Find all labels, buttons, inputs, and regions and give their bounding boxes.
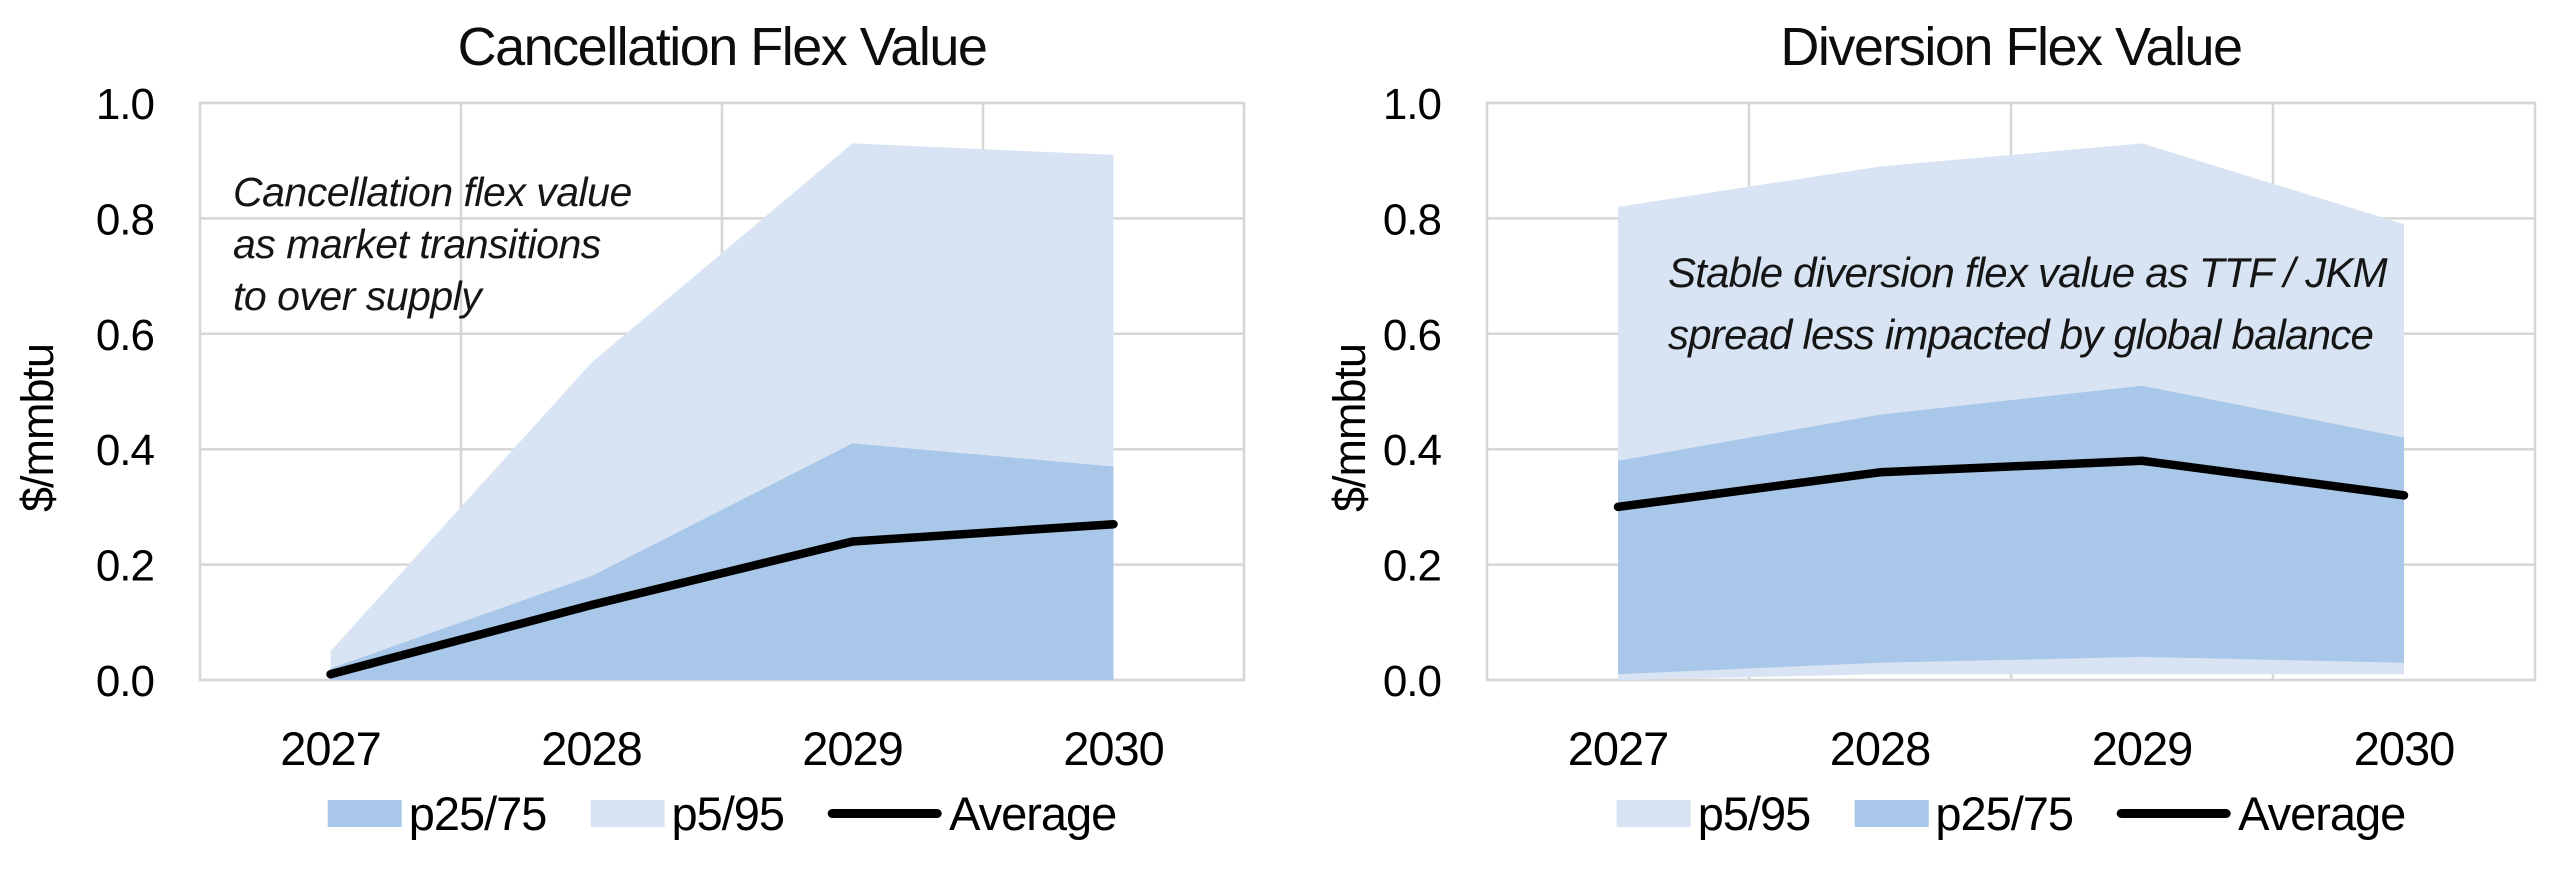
legend-label-average: Average [949, 787, 1117, 840]
average-line [326, 519, 1118, 679]
y-tick-label: 0.8 [96, 195, 154, 244]
legend-item-average: Average [828, 786, 1117, 841]
annotation-diversion: Stable diversion flex value as TTF / JKM… [1668, 242, 2388, 366]
legend-cancellation: p25/75 p5/95 Average [327, 786, 1117, 841]
y-tick-label: 0.6 [1383, 311, 1441, 360]
chart-title-diversion: Diversion Flex Value [1780, 17, 2243, 77]
y-axis-label-left: $/mmbtu [12, 343, 63, 513]
x-tick-label: 2028 [1830, 722, 1931, 775]
legend-line-swatch-average [828, 809, 943, 818]
legend-label-average: Average [2238, 787, 2406, 840]
y-tick-label: 0.2 [96, 542, 154, 591]
legend-label-p25-75: p25/75 [408, 787, 548, 840]
y-tick-label: 0.0 [1383, 657, 1441, 706]
chart-title-cancellation: Cancellation Flex Value [457, 17, 988, 77]
legend-label-p5-95: p5/95 [671, 787, 785, 840]
average-line [1613, 456, 2409, 512]
y-axis-label-right: $/mmbtu [1324, 343, 1375, 513]
y-tick-label: 0.4 [96, 426, 155, 475]
legend-band-swatch-p5-95 [590, 800, 665, 827]
legend-band-swatch-p25-75 [1854, 800, 1929, 827]
annotation-line: spread less impacted by global balance [1668, 311, 2374, 358]
x-tick-label: 2029 [802, 722, 903, 775]
annotation-line: Cancellation flex value [233, 169, 632, 215]
y-tick-label: 0.2 [1383, 542, 1441, 591]
legend-item-p25-75: p25/75 [1854, 786, 2074, 841]
y-tick-label: 0.4 [1383, 426, 1442, 475]
annotation-line: as market transitions [233, 221, 601, 267]
legend-item-average: Average [2117, 786, 2406, 841]
band-p25-75 [1618, 385, 2404, 675]
legend-line-swatch-average [2117, 809, 2232, 818]
y-tick-label: 0.8 [1383, 195, 1441, 244]
annotation-line: Stable diversion flex value as TTF / JKM [1668, 249, 2388, 296]
x-tick-label: 2027 [1568, 722, 1669, 775]
annotation-line: to over supply [233, 273, 482, 319]
x-tick-label: 2030 [2354, 722, 2455, 775]
legend-band-swatch-p25-75 [327, 800, 402, 827]
legend-item-p5-95: p5/95 [590, 786, 785, 841]
legend-item-p5-95: p5/95 [1616, 786, 1812, 841]
x-tick-label: 2029 [2092, 722, 2193, 775]
legend-band-swatch-p5-95 [1616, 800, 1691, 827]
legend-label-p25-75: p25/75 [1935, 787, 2074, 840]
x-tick-label: 2027 [280, 722, 381, 775]
y-tick-label: 0.6 [96, 311, 154, 360]
legend-label-p5-95: p5/95 [1697, 787, 1812, 840]
plot-border [1485, 101, 2537, 682]
y-tick-label: 1.0 [1383, 80, 1441, 129]
y-tick-label: 1.0 [96, 80, 154, 129]
annotation-cancellation: Cancellation flex value as market transi… [233, 166, 632, 322]
x-tick-label: 2028 [541, 722, 642, 775]
x-tick-label: 2030 [1063, 722, 1164, 775]
y-tick-label: 0.0 [96, 657, 154, 706]
legend-diversion: p5/95 p25/75 Average [1616, 786, 2406, 841]
legend-item-p25-75: p25/75 [327, 786, 548, 841]
